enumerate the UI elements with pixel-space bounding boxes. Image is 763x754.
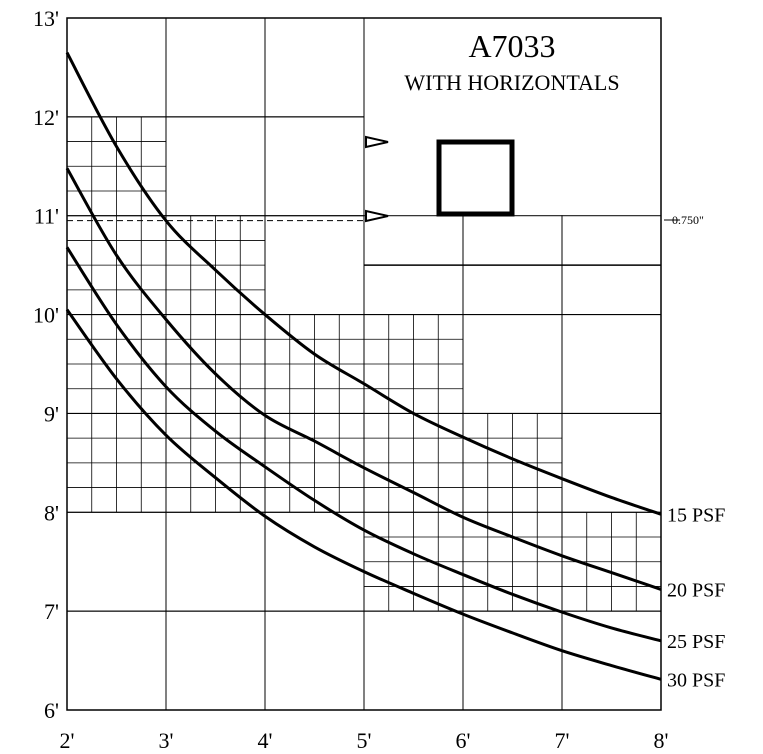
dimension-arrow-top-icon <box>365 135 389 149</box>
grid-cell <box>66 610 167 711</box>
chart-title: A7033 <box>468 28 555 64</box>
series-line-3 <box>65 246 662 643</box>
grid-cell <box>165 511 266 612</box>
grid-cell <box>66 17 167 118</box>
grid-layer <box>66 17 662 711</box>
y-tick-label: 9' <box>44 401 59 426</box>
series-label-1: 15 PSF <box>667 504 725 526</box>
x-tick-label: 2' <box>60 728 75 753</box>
x-tick-label: 8' <box>654 728 669 753</box>
grid-cell <box>363 610 464 711</box>
grid-cell <box>462 610 563 711</box>
y-tick-label: 13' <box>33 6 59 31</box>
dimension-arrow-bottom-icon <box>365 209 389 223</box>
series-label-3: 25 PSF <box>667 631 725 653</box>
series-label-2: 20 PSF <box>667 579 725 601</box>
grid-cell <box>264 116 365 217</box>
grid-cell <box>165 116 266 217</box>
x-tick-label: 7' <box>555 728 570 753</box>
y-tick-label: 10' <box>33 303 59 328</box>
grid-cell <box>165 610 266 711</box>
series-layer: 15 PSF 20 PSF 25 PSF 30 PSF <box>65 51 725 691</box>
grid-cell <box>561 314 662 414</box>
y-tick-label: 12' <box>33 105 59 130</box>
grid-cell <box>264 17 365 118</box>
y-tick-label: 11' <box>34 204 59 229</box>
dimension-label: 0.750" <box>672 213 704 227</box>
plot-frame <box>66 17 662 711</box>
grid-cell <box>165 17 266 118</box>
x-tick-label: 5' <box>357 728 372 753</box>
grid-cell <box>264 610 365 711</box>
x-tick-label: 6' <box>456 728 471 753</box>
y-tick-label: 7' <box>44 599 59 624</box>
series-label-4: 30 PSF <box>667 669 725 691</box>
y-tick-label: 8' <box>44 500 59 525</box>
tick-label-layer: 2' 3' 4' 5' 6' 7' 8' 6' 7' 8' 9' 10' 11' 12' 13' <box>33 6 668 753</box>
grid-cell <box>264 215 365 316</box>
plot-border <box>66 17 662 711</box>
x-tick-label: 3' <box>159 728 174 753</box>
y-tick-label: 6' <box>44 698 59 723</box>
grid-cell <box>66 511 167 612</box>
tube-profile-icon <box>436 139 515 217</box>
grid-cell <box>462 314 563 414</box>
grid-cell <box>561 610 662 711</box>
x-tick-label: 4' <box>258 728 273 753</box>
series-line-1 <box>65 51 662 516</box>
chart-subtitle: WITH HORIZONTALS <box>404 70 619 95</box>
series-line-2 <box>65 167 662 591</box>
series-line-4 <box>65 308 662 681</box>
